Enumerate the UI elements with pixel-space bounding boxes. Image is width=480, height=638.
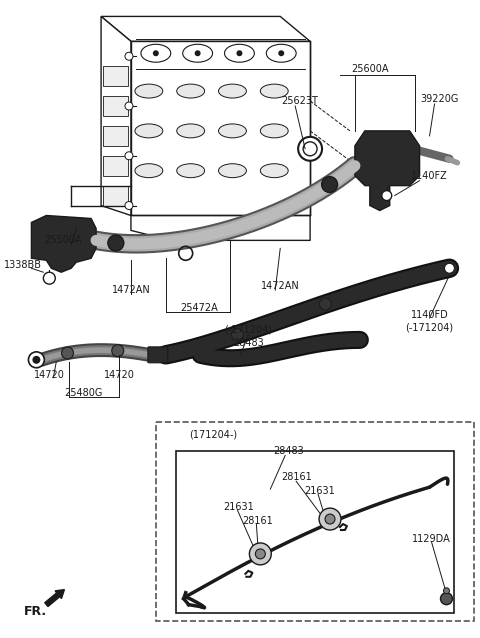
Text: 28161: 28161 xyxy=(242,516,273,526)
Bar xyxy=(103,96,128,116)
Circle shape xyxy=(444,588,449,594)
Circle shape xyxy=(112,345,124,357)
Text: 28483: 28483 xyxy=(273,447,303,456)
Text: 21631: 21631 xyxy=(305,486,336,496)
Bar xyxy=(103,126,128,146)
FancyBboxPatch shape xyxy=(148,347,168,363)
Circle shape xyxy=(250,543,271,565)
Circle shape xyxy=(325,514,335,524)
FancyArrow shape xyxy=(45,590,64,607)
Text: 21631: 21631 xyxy=(223,502,254,512)
Circle shape xyxy=(237,50,242,56)
Bar xyxy=(103,66,128,86)
Text: 1140FD: 1140FD xyxy=(411,310,448,320)
Text: 1472AN: 1472AN xyxy=(111,285,150,295)
Circle shape xyxy=(153,50,159,56)
Ellipse shape xyxy=(177,124,204,138)
Circle shape xyxy=(43,272,55,284)
Polygon shape xyxy=(31,216,96,272)
Text: 1140FZ: 1140FZ xyxy=(411,171,448,181)
Polygon shape xyxy=(131,41,310,216)
Text: FR.: FR. xyxy=(24,605,47,618)
Ellipse shape xyxy=(218,124,246,138)
Circle shape xyxy=(298,137,322,161)
Ellipse shape xyxy=(135,164,163,177)
Circle shape xyxy=(125,202,133,209)
Circle shape xyxy=(125,152,133,160)
Circle shape xyxy=(195,50,201,56)
Bar xyxy=(103,186,128,205)
Ellipse shape xyxy=(135,84,163,98)
Text: 25472A: 25472A xyxy=(180,303,217,313)
Text: (-171204): (-171204) xyxy=(224,325,273,335)
Text: 25600A: 25600A xyxy=(351,64,389,74)
Ellipse shape xyxy=(260,164,288,177)
Circle shape xyxy=(382,191,392,200)
Text: 25623T: 25623T xyxy=(282,96,319,106)
Text: 14720: 14720 xyxy=(104,370,134,380)
Text: 14720: 14720 xyxy=(34,370,65,380)
Circle shape xyxy=(28,352,44,367)
Ellipse shape xyxy=(177,164,204,177)
Circle shape xyxy=(441,593,453,605)
Ellipse shape xyxy=(135,124,163,138)
Ellipse shape xyxy=(260,124,288,138)
Circle shape xyxy=(61,347,73,359)
Bar xyxy=(156,422,474,621)
Text: 28483: 28483 xyxy=(233,338,264,348)
Bar xyxy=(176,451,455,612)
Text: 28161: 28161 xyxy=(281,472,312,482)
Ellipse shape xyxy=(177,84,204,98)
Text: (171204-): (171204-) xyxy=(190,429,238,440)
Text: (-171204): (-171204) xyxy=(406,323,454,333)
Ellipse shape xyxy=(218,84,246,98)
Circle shape xyxy=(231,329,243,341)
Circle shape xyxy=(444,263,455,273)
Text: 1338BB: 1338BB xyxy=(4,260,42,271)
Text: 39220G: 39220G xyxy=(420,94,459,104)
Circle shape xyxy=(108,235,124,251)
Text: 1129DA: 1129DA xyxy=(412,534,451,544)
Circle shape xyxy=(319,508,341,530)
Polygon shape xyxy=(355,131,420,211)
Circle shape xyxy=(278,50,284,56)
Polygon shape xyxy=(101,17,310,41)
Bar xyxy=(103,156,128,175)
Circle shape xyxy=(319,298,331,310)
Circle shape xyxy=(125,52,133,60)
Circle shape xyxy=(255,549,265,559)
Circle shape xyxy=(33,356,40,364)
Ellipse shape xyxy=(218,164,246,177)
Ellipse shape xyxy=(260,84,288,98)
Text: 25480G: 25480G xyxy=(64,388,102,397)
Text: 1472AN: 1472AN xyxy=(261,281,300,291)
Text: 25500A: 25500A xyxy=(45,235,82,246)
Polygon shape xyxy=(101,17,131,216)
Circle shape xyxy=(322,177,337,193)
Circle shape xyxy=(125,102,133,110)
